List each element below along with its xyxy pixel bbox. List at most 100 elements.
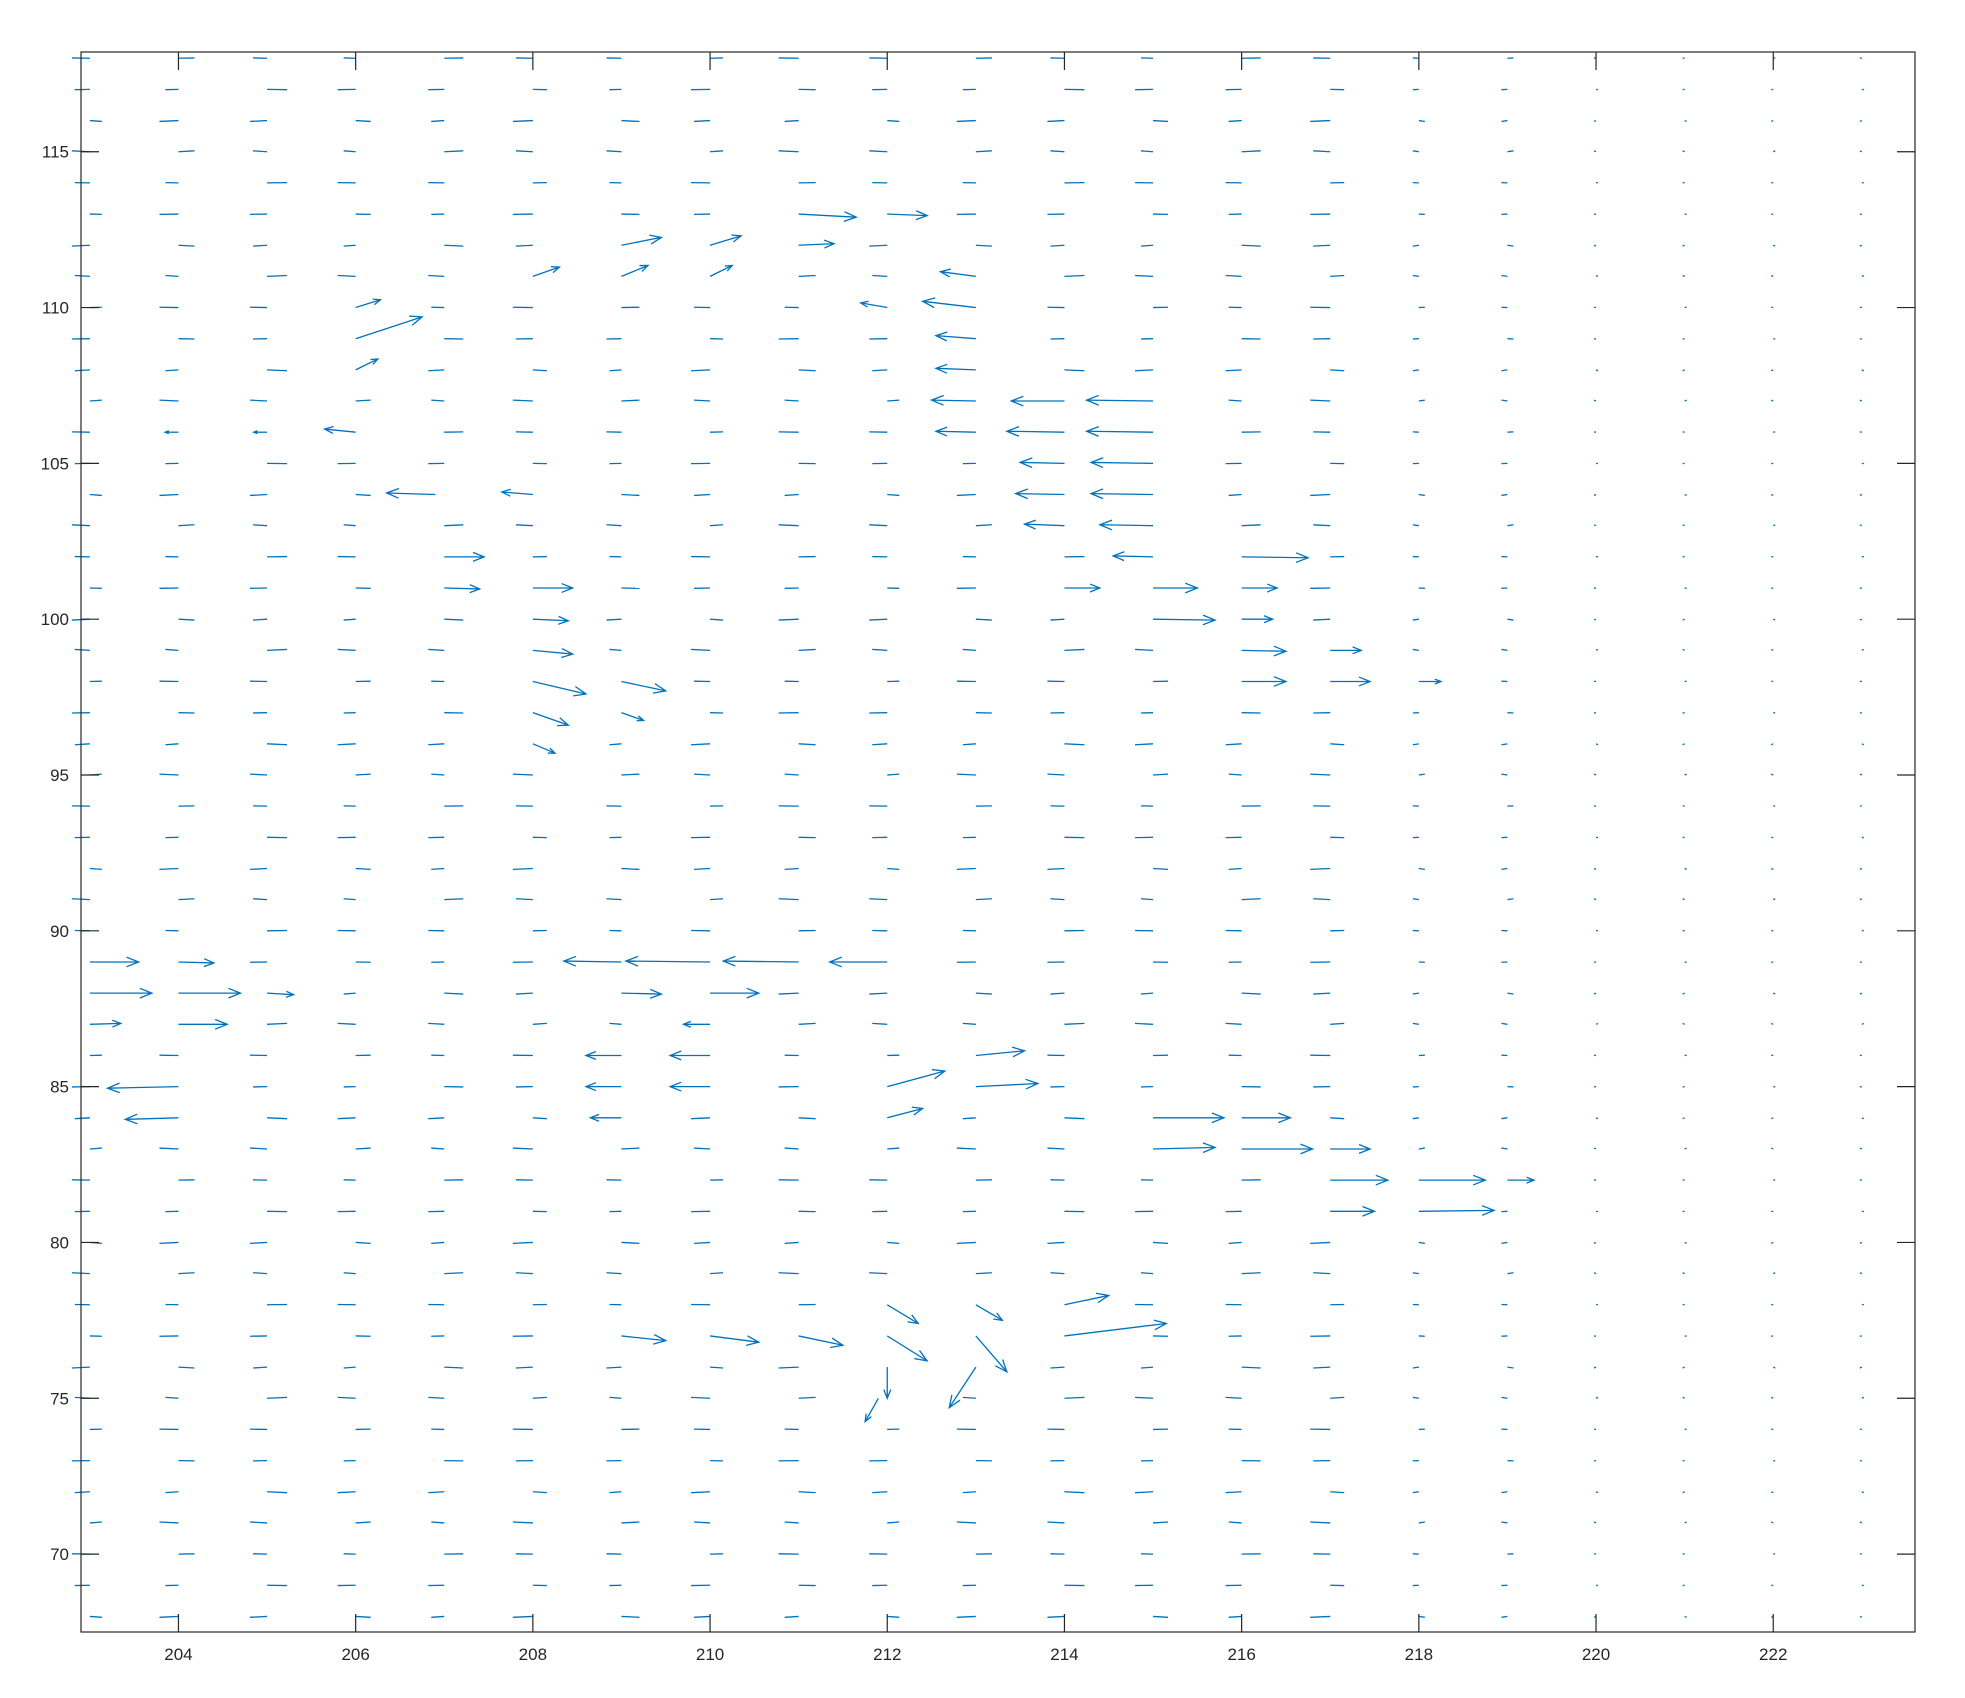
vector-arrow: [1153, 773, 1169, 776]
vector-arrow: [869, 992, 888, 995]
vector-arrow: [343, 898, 356, 901]
vector-arrow: [778, 618, 799, 621]
vector-arrow: [1861, 1396, 1865, 1399]
vector-arrow: [1064, 583, 1102, 593]
vector-arrow: [1507, 618, 1514, 621]
vector-arrow: [1330, 1117, 1345, 1120]
vector-arrow: [694, 773, 711, 776]
vector-arrow: [1241, 898, 1261, 901]
vector-arrow: [1140, 1366, 1154, 1369]
y-tick-label: 110: [42, 299, 69, 318]
vector-arrow: [89, 119, 102, 123]
vector-arrow: [1330, 1491, 1345, 1494]
vector-arrow: [1770, 1241, 1774, 1244]
vector-arrow: [606, 1366, 622, 1369]
vector-arrow: [1313, 244, 1331, 247]
vector-arrow: [1772, 244, 1776, 247]
vector-arrow: [1050, 618, 1065, 621]
vector-arrow: [1593, 1521, 1597, 1524]
vector-arrow: [1507, 992, 1514, 995]
vector-arrow: [1682, 274, 1685, 277]
vector-arrow: [798, 743, 816, 746]
vector-arrow: [778, 150, 799, 153]
vector-arrow: [1859, 1521, 1863, 1524]
vector-arrow: [1593, 1147, 1597, 1150]
vector-arrow: [694, 119, 711, 123]
vector-arrow: [178, 958, 216, 968]
vector-arrow: [1084, 394, 1154, 406]
vector-arrow: [883, 1367, 892, 1401]
vector-arrow: [1153, 1112, 1226, 1124]
vector-arrow: [74, 743, 90, 746]
vector-arrow: [1593, 150, 1597, 153]
vector-arrow: [1859, 1366, 1863, 1369]
vector-arrow: [159, 867, 179, 871]
vector-arrow: [1501, 743, 1508, 746]
vector-arrow: [609, 1491, 622, 1494]
vector-arrow: [252, 430, 268, 435]
y-tick-label: 90: [50, 922, 69, 941]
vector-arrow: [1064, 1491, 1085, 1494]
vector-arrow: [1313, 898, 1331, 901]
vector-arrow: [253, 898, 268, 901]
vector-arrow: [1507, 244, 1514, 247]
vector-arrow: [1507, 898, 1514, 901]
vector-arrow: [1684, 1241, 1687, 1244]
vector-arrow: [1501, 1241, 1508, 1244]
vector-arrow: [1225, 369, 1242, 372]
vector-arrow: [343, 992, 356, 995]
vector-arrow: [869, 524, 888, 527]
vector-arrow: [784, 1615, 799, 1618]
vector-arrow: [962, 1491, 976, 1494]
vector-arrow: [1593, 524, 1597, 527]
vector-arrow: [975, 524, 992, 527]
vector-arrow: [444, 992, 464, 995]
vector-arrow: [956, 1615, 976, 1618]
vector-arrow: [1047, 773, 1065, 776]
vector-arrow: [1050, 1366, 1065, 1369]
vector-arrow: [1241, 676, 1288, 687]
vector-arrow: [250, 399, 268, 402]
vector-arrow: [1064, 274, 1085, 278]
vector-arrow: [691, 1396, 711, 1399]
vector-arrow: [886, 1335, 929, 1362]
vector-arrow: [1859, 493, 1863, 497]
vector-arrow: [887, 493, 900, 497]
vector-arrow: [621, 399, 640, 402]
vector-arrow: [784, 1521, 799, 1524]
vector-arrow: [1241, 615, 1275, 624]
y-tick-label: 85: [50, 1078, 69, 1097]
vector-arrow: [428, 274, 445, 278]
vector-arrow: [250, 773, 268, 776]
vector-arrow: [1418, 1147, 1425, 1150]
vector-arrow: [532, 680, 588, 697]
vector-arrow: [1507, 1366, 1514, 1369]
vector-arrow: [1228, 493, 1242, 497]
vector-arrow: [694, 1147, 711, 1150]
vector-arrow: [1050, 244, 1065, 247]
vector-arrow: [1412, 1117, 1419, 1120]
vector-arrow: [444, 244, 464, 247]
vector-arrow: [337, 648, 356, 651]
vector-arrow: [710, 1272, 724, 1275]
vector-arrow: [975, 992, 992, 995]
vector-arrow: [1684, 399, 1687, 402]
vector-arrow: [1772, 150, 1776, 153]
vector-arrow: [1593, 618, 1597, 621]
vector-arrow: [178, 618, 195, 621]
vector-arrow: [355, 1147, 371, 1150]
vector-arrow: [1310, 773, 1331, 776]
vector-arrow: [1859, 898, 1863, 901]
vector-arrow: [691, 1491, 711, 1494]
vector-arrow: [1330, 274, 1345, 278]
vector-arrow: [621, 1147, 640, 1150]
vector-arrow: [1501, 1117, 1508, 1120]
vector-arrow: [1772, 524, 1776, 527]
vector-arrow: [1064, 1022, 1085, 1025]
vector-arrow: [956, 493, 976, 497]
vector-arrow: [178, 1272, 195, 1275]
vector-arrow: [1593, 244, 1597, 247]
vector-arrow: [444, 584, 482, 594]
vector-arrow: [1418, 1205, 1496, 1216]
vector-arrow: [710, 1366, 724, 1369]
